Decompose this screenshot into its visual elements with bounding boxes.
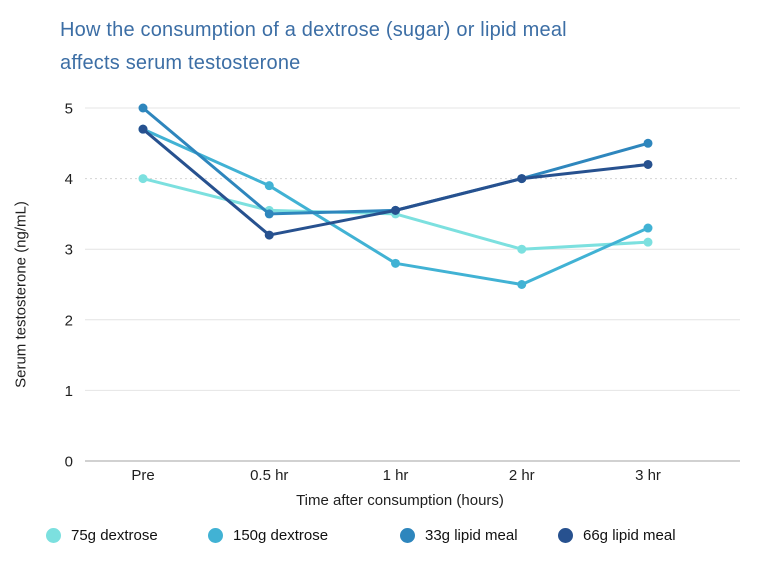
y-tick-label-0: 0 [65, 454, 73, 471]
data-point-75g-dextrose-Pre [138, 174, 148, 184]
data-point-150g-dextrose-0.5hr [264, 181, 274, 191]
data-point-75g-dextrose-2hr [517, 244, 527, 254]
legend-item-75g-dextrose: 75g dextrose [46, 527, 208, 544]
x-tick-label-2: 1 hr [383, 467, 409, 484]
data-point-33g-lipid-meal-3hr [643, 138, 653, 148]
data-point-66g-lipid-meal-3hr [643, 159, 653, 169]
legend-label: 75g dextrose [71, 527, 158, 544]
y-axis-title: Serum testosterone (ng/mL) [12, 201, 30, 388]
legend-label: 150g dextrose [233, 527, 329, 544]
chart-title: How the consumption of a dextrose (sugar… [60, 19, 567, 74]
series-line-66g-lipid-meal [141, 127, 650, 237]
data-point-66g-lipid-meal-0.5hr [264, 230, 274, 240]
x-tick-label-3: 2 hr [509, 467, 535, 484]
chart-legend: 75g dextrose 150g dextrose 33g lipid meal 6… [46, 527, 708, 544]
x-tick-label-4: 3 hr [635, 467, 661, 484]
y-tick-label-4: 4 [65, 171, 73, 188]
legend-item-150g-dextrose: 150g dextrose [208, 527, 400, 544]
data-point-33g-lipid-meal-0.5hr [264, 209, 274, 219]
legend-dot-icon [46, 528, 61, 543]
legend-label: 33g lipid meal [425, 527, 518, 544]
x-axis-title: Time after consumption (hours) [296, 492, 504, 509]
data-point-150g-dextrose-3hr [643, 223, 653, 233]
data-point-150g-dextrose-1hr [391, 258, 400, 268]
data-point-66g-lipid-meal-2hr [517, 174, 527, 184]
data-point-66g-lipid-meal-Pre [138, 124, 148, 134]
data-point-75g-dextrose-3hr [643, 237, 653, 247]
data-point-150g-dextrose-2hr [517, 280, 527, 289]
x-tick-label-1: 0.5 hr [250, 467, 288, 484]
data-point-66g-lipid-meal-1hr [391, 205, 400, 215]
legend-item-33g-lipid-meal: 33g lipid meal [400, 527, 558, 544]
y-tick-label-1: 1 [65, 383, 73, 400]
legend-dot-icon [558, 528, 573, 543]
y-tick-label-5: 5 [65, 101, 73, 118]
x-tick-label-0: Pre [131, 467, 154, 484]
data-point-33g-lipid-meal-Pre [138, 103, 148, 113]
legend-label: 66g lipid meal [583, 527, 676, 544]
y-tick-label-3: 3 [65, 242, 73, 259]
legend-item-66g-lipid-meal: 66g lipid meal [558, 527, 708, 544]
y-tick-label-2: 2 [65, 312, 73, 329]
legend-dot-icon [208, 528, 223, 543]
legend-dot-icon [400, 528, 415, 543]
